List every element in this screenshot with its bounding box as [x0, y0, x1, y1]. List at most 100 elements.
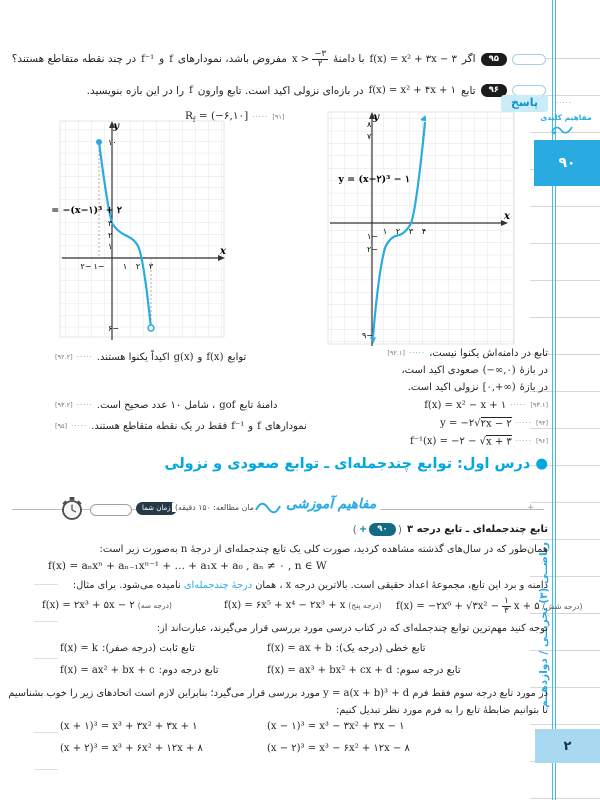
leader-dots: ·····: [252, 112, 269, 121]
answer-leader-dots: ·····: [555, 99, 572, 107]
fn-type-formula: f(x) = ax + b: [267, 643, 332, 654]
x-tick: ۲: [396, 227, 400, 236]
degree-label: (درجه سه): [137, 601, 172, 610]
y-tick: ۸: [367, 120, 372, 129]
y-axis-label: y: [372, 112, 380, 123]
plus-icon: +: [358, 524, 368, 535]
paragraph: در مورد تابع درجه سوم فقط فرم y = a(x + …: [8, 686, 548, 719]
fn-type-label: تابع ثابت (درجه صفر):: [101, 643, 195, 654]
margin-double-line: [552, 0, 556, 800]
answer-line: در بازهٔ [۰,+∞) نزولی اکید است.: [408, 382, 548, 393]
paragraph-text: مورد بررسی قرار می‌گیرد؛ بنابراین لازم ا…: [8, 688, 548, 716]
x-tick: −۱: [94, 262, 105, 271]
grid: [327, 111, 515, 345]
answer-capsule: [512, 53, 546, 65]
f-symbol: f: [189, 85, 193, 96]
margin-page-badge-top: ۹۰: [534, 140, 600, 186]
paragraph-text: ، همان: [255, 580, 283, 591]
question-text: در چند نقطه متقاطع هستند؟: [11, 53, 137, 66]
answer-text: نمودارهای: [264, 421, 307, 432]
answer-text: در بازهٔ: [519, 365, 548, 376]
paren: ): [397, 523, 402, 536]
leader-dots: ·····: [76, 353, 93, 361]
educational-concepts-label: مفاهیم آموزشی: [282, 496, 381, 512]
f-inverse-symbol: f⁻¹: [141, 53, 155, 65]
range-formula: Rf = (−۶,۱۰]: [185, 110, 249, 125]
question-text: با دامنهٔ: [333, 53, 365, 66]
key-concepts-label: مفاهیم کلیدی: [540, 113, 592, 122]
x-tick: ۱: [123, 262, 127, 271]
open-endpoint: [147, 324, 155, 332]
y-axis-label: y: [112, 121, 120, 132]
paragraph: همان‌طور که در سال‌های گذشته مشاهده کردی…: [8, 542, 548, 559]
question-text: مفروض باشد، نمودارهای: [177, 53, 287, 66]
answer-text: تابع در دامنه‌اش یکنوا نیست،: [429, 348, 548, 359]
answer-line: توابع f(x) و g(x) اکیداً یکنوا هستند. ··…: [55, 352, 246, 363]
leader-dots: ·····: [510, 401, 527, 409]
leader-dots: ·····: [76, 401, 93, 409]
fn-type-quadratic: تابع درجه دوم: f(x) = ax² + bx + c: [60, 665, 219, 676]
f-symbol: f(x): [206, 352, 224, 363]
answer-text: و: [248, 421, 254, 432]
answer-text: فقط در یک نقطه متقاطع هستند.: [91, 421, 228, 432]
paragraph-text: در مورد تابع درجه سوم فقط فرم: [412, 688, 548, 699]
y-tick: ۱: [108, 242, 112, 251]
closed-endpoint: [96, 139, 102, 145]
question-formula: f(x) = x² + ۴x + ۱: [368, 85, 456, 96]
study-time-text: (حداکثر زمان مطالعه: ۱۵۰ دقیقه): [172, 503, 288, 512]
reference-marker: [۹۳.۲]: [55, 401, 73, 410]
fraction: −۳ ۲: [312, 49, 329, 69]
paragraph-text: به‌صورت زیر است:: [99, 544, 178, 555]
question-text: در بازه‌ای نزولی اکید است. تابع وارون: [197, 84, 364, 97]
ruled-lines-left: [34, 548, 58, 798]
function-label: f(x) = −(x−۱)³ + ۲: [52, 205, 123, 216]
x-axis-label: x: [503, 211, 511, 222]
reference-marker: [۹۵]: [55, 422, 68, 431]
answer-formula: y = −۲√۲x − ۲: [440, 416, 512, 429]
paragraph-text: نامیده می‌شود. برای مثال:: [72, 580, 181, 591]
question-text: و: [159, 53, 165, 66]
x-tick: ۴: [422, 227, 426, 236]
reference-marker: [۹۲.۲]: [55, 353, 73, 362]
paragraph-text: همان‌طور که در سال‌های گذشته مشاهده کردی…: [190, 544, 549, 555]
y-tick: −۹: [362, 331, 373, 340]
degree-label: (درجه پنج): [348, 601, 382, 610]
reference-marker: [۹۶]: [535, 437, 548, 446]
y-tick: −۲: [367, 245, 378, 254]
answer-formula-line: [۹۶] ····· f⁻¹(x) = −۲ − √x + ۳: [410, 434, 548, 447]
topic-title: تابع چندجمله‌ای ـ تابع درجه ۳: [406, 524, 548, 535]
x-tick: ۳: [149, 262, 154, 271]
answer-text: دامنهٔ تابع: [239, 400, 278, 411]
y-tick: −۶: [108, 324, 119, 333]
leader-dots: ·····: [515, 437, 532, 445]
general-polynomial-formula: f(x) = aₙxⁿ + aₙ₋₁xⁿ⁻¹ + … + a₁x + a₀ , …: [48, 560, 327, 572]
fn-type-label: تابع درجه دوم:: [158, 665, 219, 676]
fn-type-constant: تابع ثابت (درجه صفر): f(x) = k: [60, 643, 195, 654]
your-time-badge: زمان شما: [136, 502, 177, 515]
squiggle-arrow-icon: [551, 126, 573, 135]
grid: [59, 120, 225, 338]
g-symbol: g(x): [173, 352, 194, 363]
question-96: ۹۶ تابع f(x) = x² + ۴x + ۱ در بازه‌ای نز…: [8, 84, 546, 97]
answer-label: پاسخ: [500, 95, 548, 112]
highlighted-term: درجهٔ چندجمله‌ای: [183, 580, 253, 591]
identity: (x − ۱)³ = x³ − ۳x² + ۳x − ۱: [267, 721, 405, 732]
f-symbol: f: [257, 421, 261, 432]
example-degree-3: f(x) = ۲x³ + ۵x − ۲ (درجه سه): [42, 600, 172, 611]
answer-formula-line: [۹۳.۱] ····· f(x) = x² − x + ۱: [424, 400, 548, 411]
time-capsule: [90, 504, 132, 516]
paragraph: دامنه و برد این تابع، مجموعهٔ اعداد حقیق…: [8, 578, 548, 595]
f-inverse-symbol: f⁻¹: [231, 421, 245, 432]
gof-symbol: gof: [219, 400, 236, 411]
topic-number-badge: ( + ۹۰ ): [353, 523, 402, 536]
x-tick: ۳: [409, 227, 414, 236]
answer-line: دامنهٔ تابع gof ، شامل ۱۰ عدد صحیح است. …: [55, 400, 277, 411]
x-tick: ۲: [136, 262, 140, 271]
example-degree-5: f(x) = ۶x⁵ + x⁴ − ۲x³ + x (درجه پنج): [224, 600, 382, 611]
n-symbol: n: [180, 544, 188, 555]
answer-text: صعودی اکید است،: [401, 365, 479, 376]
lesson-title-text: درس اول: توابع چندجمله‌ای ـ توابع صعودی …: [164, 456, 531, 472]
leader-dots: ·····: [408, 349, 426, 357]
